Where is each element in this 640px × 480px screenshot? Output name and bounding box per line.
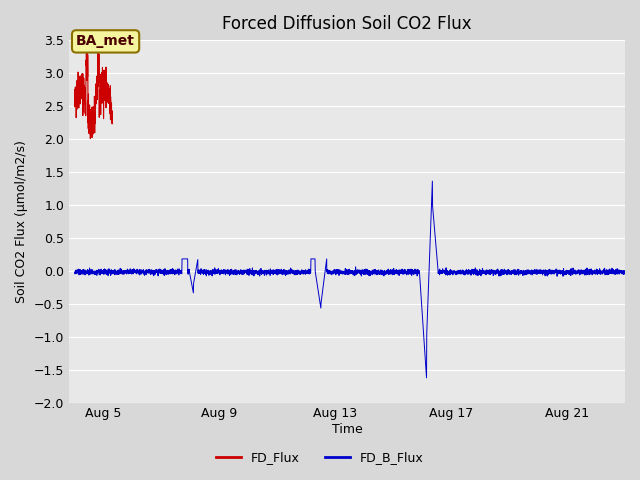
Text: BA_met: BA_met (76, 35, 135, 48)
Y-axis label: Soil CO2 Flux (μmol/m2/s): Soil CO2 Flux (μmol/m2/s) (15, 140, 28, 303)
X-axis label: Time: Time (332, 423, 362, 436)
Legend: FD_Flux, FD_B_Flux: FD_Flux, FD_B_Flux (211, 446, 429, 469)
Title: Forced Diffusion Soil CO2 Flux: Forced Diffusion Soil CO2 Flux (222, 15, 472, 33)
